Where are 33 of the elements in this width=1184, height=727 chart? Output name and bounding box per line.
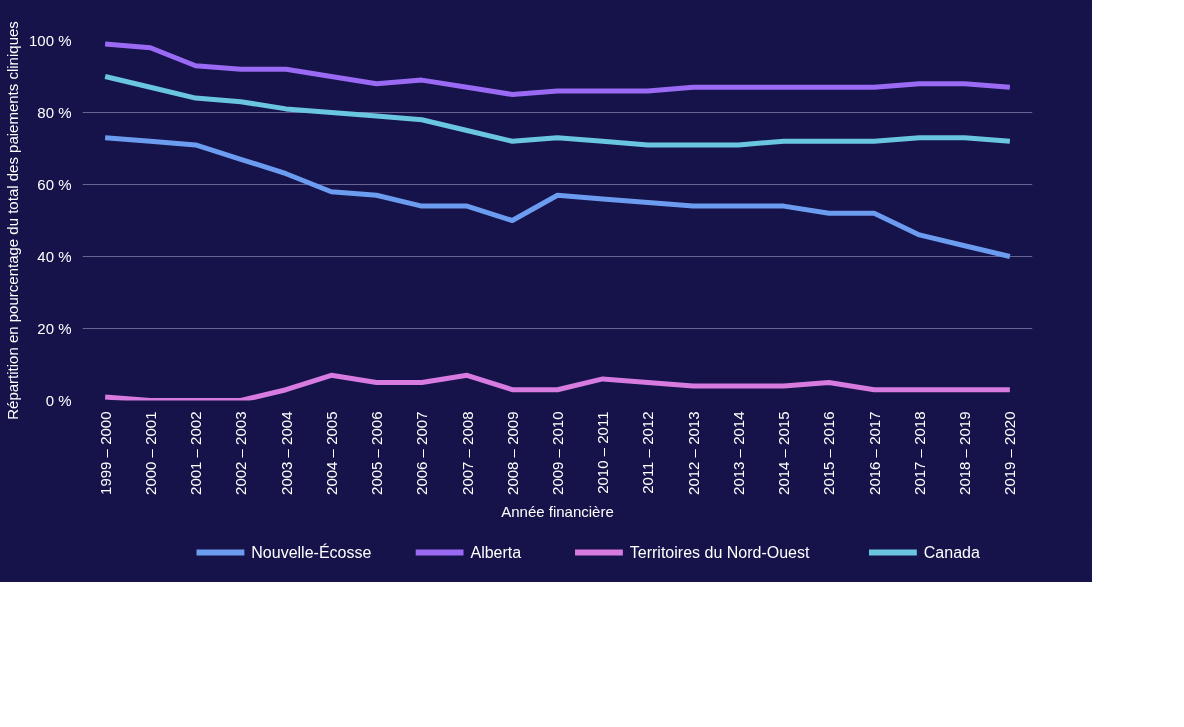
x-tick-label: 2016 – 2017	[865, 411, 883, 495]
x-tick-label: 2004 – 2005	[322, 411, 340, 495]
x-tick-label: 2003 – 2004	[277, 411, 295, 495]
x-tick-label: 2008 – 2009	[503, 411, 521, 495]
x-tick-label: 2013 – 2014	[729, 411, 747, 495]
x-tick-label: 2011 – 2012	[639, 411, 657, 494]
x-tick-label: 2002 – 2003	[232, 411, 250, 495]
y-tick-label: 20 %	[37, 320, 72, 337]
y-tick-label: 60 %	[37, 176, 72, 193]
legend-label: Nouvelle-Écosse	[251, 543, 372, 561]
x-tick-label: 2000 – 2001	[141, 411, 159, 495]
x-tick-label: 2005 – 2006	[368, 411, 386, 495]
legend-label: Alberta	[470, 544, 522, 561]
y-axis-title: Répartition en pourcentage du total des paiements cliniques	[3, 21, 21, 420]
x-tick-label: 2010 – 2011	[594, 411, 612, 494]
x-tick-label: 2015 – 2016	[820, 411, 838, 495]
x-tick-label: 2009 – 2010	[549, 411, 566, 495]
x-tick-label: 2006 – 2007	[413, 411, 431, 495]
x-tick-label: 2001 – 2002	[187, 411, 205, 495]
x-tick-label: 2019 – 2020	[1001, 411, 1019, 495]
y-tick-label: 0 %	[45, 392, 72, 409]
legend-label: Territoires du Nord-Ouest	[629, 544, 810, 561]
x-tick-label: 2018 – 2019	[956, 411, 974, 495]
y-tick-label: 100 %	[28, 32, 72, 49]
y-tick-label: 80 %	[37, 104, 72, 121]
x-tick-label: 2014 – 2015	[775, 411, 793, 495]
legend-label: Canada	[923, 544, 980, 561]
y-tick-label: 40 %	[37, 248, 72, 265]
x-tick-label: 2017 – 2018	[910, 411, 928, 495]
x-axis-title: Année financière	[501, 502, 614, 520]
x-tick-label: 2007 – 2008	[458, 411, 476, 495]
x-tick-label: 1999 – 2000	[96, 411, 114, 495]
x-tick-label: 2012 – 2013	[684, 411, 702, 495]
